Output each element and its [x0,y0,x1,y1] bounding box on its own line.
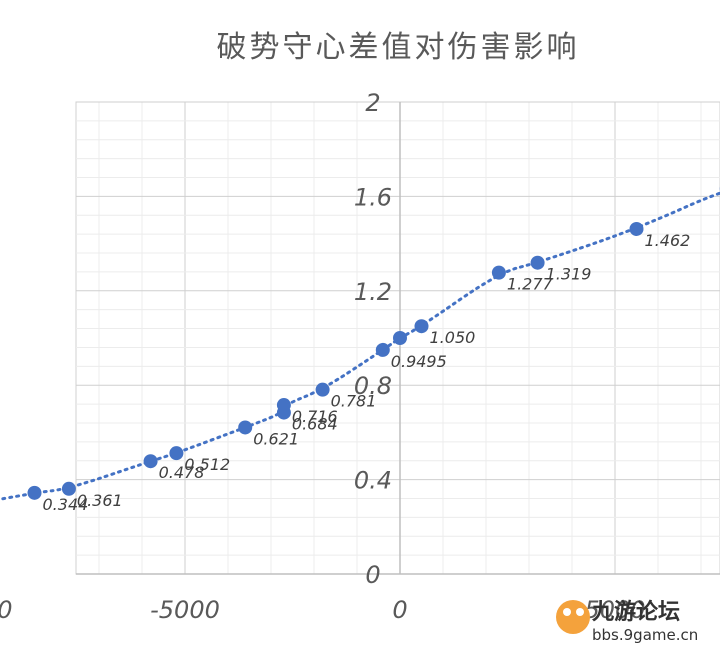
data-label: 1.277 [507,275,554,294]
watermark: 九游论坛 bbs.9game.cn [556,599,698,644]
grid [75,101,720,575]
data-point [530,255,545,270]
y-tick-label: 0.4 [354,467,392,495]
y-tick-label: 0.8 [354,372,392,400]
chart-title: 破势守心差值对伤害影响 [217,30,580,65]
data-point [315,382,330,397]
data-point [375,342,390,357]
data-labels: 0.2600.3440.3610.4780.5120.6210.6840.716… [43,231,691,514]
y-tick-label: 1.6 [354,183,392,211]
data-point [491,265,506,280]
data-point [238,420,253,435]
data-label: 0.621 [253,429,299,448]
y-tick-label: 1.2 [354,278,392,306]
data-label: 0.344 [43,495,89,514]
data-point [629,221,644,236]
x-tick-label: -5000 [150,596,220,624]
trendline-path [0,191,720,501]
watermark-url: bbs.9game.cn [592,626,698,644]
trendline [0,191,720,501]
data-label: 0.684 [292,415,338,434]
data-label: 1.462 [645,231,691,250]
data-point [169,446,184,461]
x-tick-label: 5000 [584,596,645,624]
data-label: 0.478 [159,463,205,482]
data-label: 0.716 [292,407,338,426]
data-point [27,485,42,500]
data-point [143,454,158,469]
data-point [276,398,291,413]
data-point [393,331,407,345]
y-tick-label: 0 [365,561,380,589]
x-tick-label: -10000 [0,596,13,624]
data-label: 0.512 [184,455,230,474]
data-label: 1.319 [546,265,592,284]
data-label: 0.9495 [391,352,447,371]
data-label: 0.361 [77,491,123,510]
data-points [27,186,720,500]
mascot-logo [556,600,590,634]
watermark-brand: 九游论坛 [591,599,680,625]
x-tick-label: 0 [392,596,407,624]
data-label: 0.781 [331,392,377,411]
y-tick-label: 2 [365,89,380,117]
data-label: 1.050 [430,328,476,347]
data-point [414,319,429,334]
data-point [61,481,76,496]
